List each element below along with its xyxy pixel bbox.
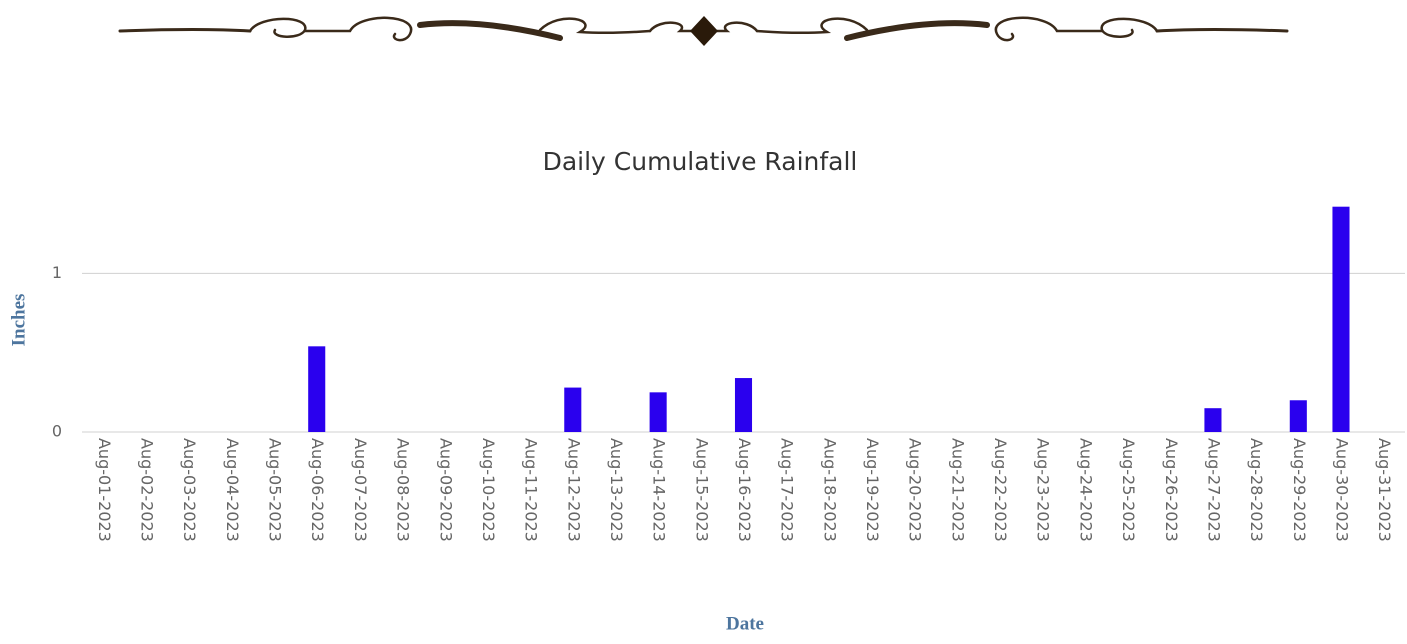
ornament: [120, 16, 1287, 46]
x-tick-label: Aug-10-2023: [479, 438, 498, 542]
x-tick-label: Aug-29-2023: [1290, 438, 1309, 542]
x-tick-label: Aug-16-2023: [735, 438, 754, 542]
y-axis-title: Inches: [8, 294, 29, 347]
page: Daily Cumulative Rainfall Date Inches 0 1…: [0, 0, 1407, 640]
x-tick-label: Aug-09-2023: [436, 438, 455, 542]
x-tick-label: Aug-12-2023: [564, 438, 583, 542]
chart: Daily Cumulative Rainfall Date Inches 0 1…: [0, 0, 1407, 640]
bar: [308, 346, 325, 432]
chart-title: Daily Cumulative Rainfall: [543, 147, 858, 176]
bar: [1332, 207, 1349, 432]
x-tick-label: Aug-15-2023: [692, 438, 711, 542]
x-tick-label: Aug-01-2023: [95, 438, 114, 542]
bar: [1290, 400, 1307, 432]
x-tick-label: Aug-31-2023: [1375, 438, 1394, 542]
x-tick-label: Aug-05-2023: [266, 438, 285, 542]
x-tick-label: Aug-14-2023: [650, 438, 669, 542]
x-tick-label: Aug-28-2023: [1247, 438, 1266, 542]
x-tick-label: Aug-04-2023: [223, 438, 242, 542]
y-tick-label: 0: [52, 422, 62, 441]
x-tick-label: Aug-26-2023: [1162, 438, 1181, 542]
x-tick-label: Aug-30-2023: [1332, 438, 1351, 542]
x-axis-title: Date: [726, 613, 764, 634]
x-tick-label: Aug-11-2023: [522, 438, 541, 542]
y-tick-label: 1: [52, 263, 62, 282]
bar: [1204, 408, 1221, 432]
bar: [564, 388, 581, 432]
x-tick-label: Aug-25-2023: [1119, 438, 1138, 542]
x-tick-label: Aug-07-2023: [351, 438, 370, 542]
x-tick-label: Aug-03-2023: [180, 438, 199, 542]
x-tick-label: Aug-27-2023: [1204, 438, 1223, 542]
x-tick-label: Aug-19-2023: [863, 438, 882, 542]
x-tick-label: Aug-06-2023: [308, 438, 327, 542]
x-tick-label: Aug-13-2023: [607, 438, 626, 542]
x-tick-label: Aug-08-2023: [394, 438, 413, 542]
x-tick-label: Aug-02-2023: [138, 438, 157, 542]
bar: [735, 378, 752, 432]
x-tick-label: Aug-18-2023: [820, 438, 839, 542]
x-tick-label: Aug-24-2023: [1076, 438, 1095, 542]
x-tick-label: Aug-23-2023: [1034, 438, 1053, 542]
x-tick-label: Aug-22-2023: [991, 438, 1010, 542]
x-tick-label: Aug-21-2023: [948, 438, 967, 542]
x-tick-label: Aug-17-2023: [778, 438, 797, 542]
bar: [650, 392, 667, 432]
x-tick-label: Aug-20-2023: [906, 438, 925, 542]
